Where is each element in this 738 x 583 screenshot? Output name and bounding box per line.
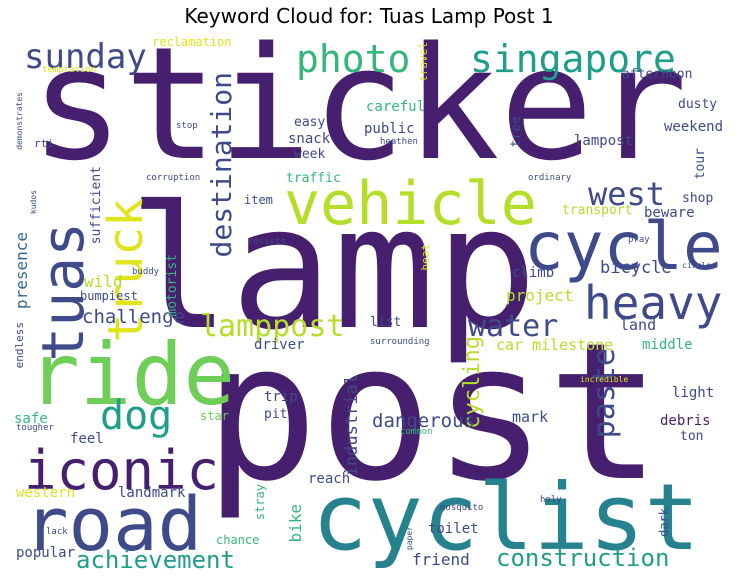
word-cyclist: cyclist bbox=[312, 464, 700, 571]
word-challenge: challenge bbox=[82, 306, 185, 328]
word-careful: careful bbox=[366, 99, 426, 115]
word-list: list bbox=[370, 315, 402, 330]
word-traffic: traffic bbox=[286, 171, 341, 186]
word-dangerous: dangerous bbox=[372, 410, 475, 432]
word-tougher: tougher bbox=[16, 423, 54, 433]
word-common: common bbox=[400, 427, 433, 437]
word-presence: presence bbox=[12, 232, 31, 310]
word-vehicle: vehicle bbox=[284, 169, 537, 239]
word-wild: wild bbox=[84, 272, 123, 291]
word-ride: ride bbox=[28, 325, 236, 425]
word-chance: chance bbox=[216, 533, 260, 547]
word-car: car bbox=[496, 336, 524, 354]
word-west: west bbox=[588, 175, 666, 213]
word-project: project bbox=[506, 286, 574, 305]
word-destination: destination bbox=[205, 72, 238, 258]
word-lamp: lamp bbox=[128, 170, 538, 368]
word-shop: shop bbox=[682, 191, 714, 206]
word-toilet: toilet bbox=[428, 521, 479, 537]
chart-title: Keyword Cloud for: Tuas Lamp Post 1 bbox=[184, 4, 554, 28]
word-milestone: milestone bbox=[532, 336, 614, 354]
word-kudos: kudos bbox=[29, 190, 38, 215]
word-heat: heat bbox=[419, 244, 432, 271]
word-photo: photo bbox=[296, 37, 411, 81]
word-friend: friend bbox=[412, 550, 470, 569]
word-sunday: sunday bbox=[24, 37, 147, 77]
word-ordinary: ordinary bbox=[528, 173, 572, 183]
word-motorist: motorist bbox=[165, 254, 180, 317]
word-incredible: incredible bbox=[580, 375, 629, 384]
word-land: land bbox=[620, 316, 657, 334]
word-dusty: dusty bbox=[678, 97, 718, 112]
word-demonstrates: demonstrates bbox=[15, 92, 24, 150]
word-mosquito: mosquito bbox=[440, 503, 484, 513]
word-heathen: heathen bbox=[380, 137, 418, 147]
word-surrounding: surrounding bbox=[370, 337, 430, 347]
word-middle: middle bbox=[642, 337, 693, 353]
word-corruption: corruption bbox=[146, 173, 201, 183]
word-post: post bbox=[204, 302, 662, 523]
word-heavy: heavy bbox=[584, 276, 723, 330]
word-water: water bbox=[468, 309, 559, 344]
word-safe: safe bbox=[14, 411, 48, 427]
word-singapore: singapore bbox=[470, 37, 676, 81]
word-paste: paste bbox=[587, 348, 622, 439]
word-resists: resists bbox=[248, 237, 286, 247]
word-light: light bbox=[672, 385, 715, 401]
word-lampost: lampost bbox=[574, 133, 634, 149]
word-easy: easy bbox=[294, 115, 326, 130]
word-construction: construction bbox=[496, 544, 670, 572]
word-achievement: achievement bbox=[76, 546, 235, 574]
word-bicycle: bicycle bbox=[600, 258, 672, 278]
word-mark: mark bbox=[512, 408, 549, 426]
word-temptation: temptation bbox=[42, 65, 97, 75]
word-rti: rti bbox=[34, 137, 54, 150]
word-afternoon: afternoon bbox=[622, 67, 693, 82]
word-cycle: cycle bbox=[524, 208, 723, 285]
word-endless: endless bbox=[13, 322, 26, 369]
word-week: week bbox=[294, 147, 326, 162]
word-circle: circle bbox=[682, 261, 711, 270]
word-star: star bbox=[200, 409, 229, 423]
word-lack: lack bbox=[46, 527, 68, 537]
word-paper: paper bbox=[405, 526, 414, 551]
word-snack: snack bbox=[288, 131, 331, 147]
word-iconic: iconic bbox=[24, 439, 220, 502]
word-industrial: industrial bbox=[342, 374, 362, 477]
word-tree: tree bbox=[509, 116, 524, 148]
word-pit: pit bbox=[264, 407, 288, 422]
word-bike: bike bbox=[286, 504, 305, 543]
word-item: item bbox=[244, 193, 273, 207]
word-feel: feel bbox=[70, 431, 104, 447]
word-trip: trip bbox=[264, 389, 298, 405]
word-stop: stop bbox=[176, 121, 198, 131]
word-bumpiest: bumpiest bbox=[80, 289, 138, 303]
word-dog: dog bbox=[100, 393, 173, 439]
word-holy: holy bbox=[540, 495, 562, 505]
word-dark: dark bbox=[657, 508, 671, 537]
word-debris: debris bbox=[660, 413, 711, 429]
word-landmark: landmark bbox=[118, 485, 186, 501]
word-stray: stray bbox=[253, 484, 267, 521]
word-transport: transport bbox=[562, 203, 633, 218]
word-cloud: sticker lamp post cyclist ride road icon… bbox=[8, 36, 730, 578]
word-pray: pray bbox=[628, 235, 650, 245]
word-western: western bbox=[16, 485, 76, 501]
word-tour: tour bbox=[693, 148, 708, 180]
word-weekend: weekend bbox=[664, 119, 724, 135]
word-driver: driver bbox=[254, 337, 305, 353]
word-travel: travel bbox=[417, 42, 430, 82]
word-beware: beware bbox=[644, 205, 695, 221]
word-reclamation: reclamation bbox=[152, 36, 232, 49]
word-road: road bbox=[24, 482, 203, 568]
word-ton: ton bbox=[680, 429, 704, 444]
word-reach: reach bbox=[308, 471, 351, 487]
word-lamppost: lamppost bbox=[200, 309, 345, 344]
word-public: public bbox=[364, 121, 415, 137]
word-buddy: buddy bbox=[132, 267, 160, 277]
word-sufficient: sufficient bbox=[89, 166, 104, 245]
word-sticker: sticker bbox=[30, 36, 688, 195]
word-popular: popular bbox=[16, 545, 76, 561]
word-climb: climb bbox=[512, 265, 555, 281]
